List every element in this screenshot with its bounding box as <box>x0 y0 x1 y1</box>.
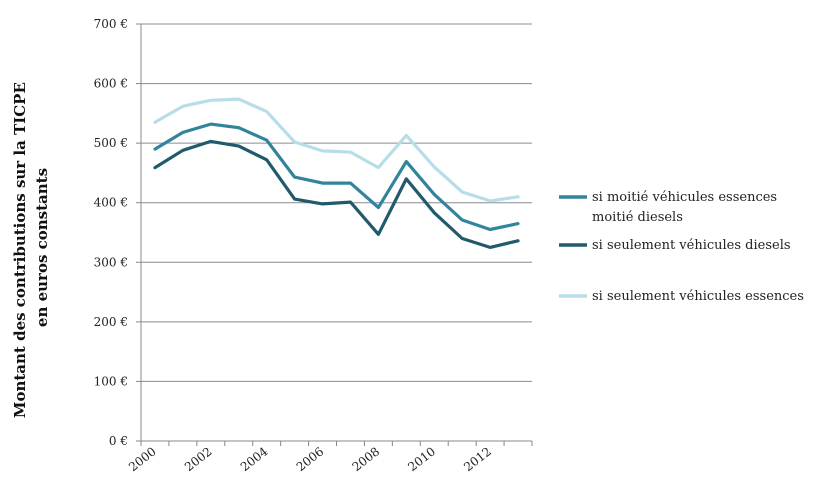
legend-label: si moitié véhicules essences <box>592 190 777 205</box>
series-line-1 <box>153 139 520 249</box>
series-line-0 <box>153 122 520 232</box>
y-tick-label: 100 € <box>94 374 128 388</box>
legend-label: si seulement véhicules essences <box>592 289 804 304</box>
x-tick-label: 2012 <box>461 444 494 474</box>
series-lines <box>153 97 520 249</box>
x-tick-label: 2004 <box>238 444 271 474</box>
y-tick-label: 700 € <box>94 17 128 31</box>
y-tick-labels: 0 € 100 € 200 € 300 € 400 € 500 € 600 € 700 € <box>94 17 141 448</box>
x-tick-label: 2008 <box>350 444 383 474</box>
legend-label: si seulement véhicules diesels <box>592 238 791 253</box>
x-tick-label: 2000 <box>126 444 159 474</box>
y-tick-label: 0 € <box>109 434 128 448</box>
series-line-2 <box>153 97 520 203</box>
x-tick-label: 2010 <box>405 444 438 474</box>
x-tick-label: 2002 <box>182 444 215 474</box>
y-axis-title: Montant des contributions sur la TICPE e… <box>11 77 51 418</box>
x-tick-labels: 2000 2002 2004 2006 2008 2010 2012 <box>126 441 533 474</box>
legend-label: moitié diesels <box>592 210 683 225</box>
legend: si moitié véhicules essences moitié diese… <box>559 190 804 304</box>
y-tick-label: 500 € <box>94 136 128 150</box>
y-tick-label: 600 € <box>94 77 128 91</box>
y-axis-title-line-1: Montant des contributions sur la TICPE <box>11 82 29 418</box>
y-tick-label: 300 € <box>94 255 128 269</box>
y-axis-title-line-2: en euros constants <box>33 168 51 327</box>
y-tick-label: 200 € <box>94 315 128 329</box>
y-tick-label: 400 € <box>94 196 128 210</box>
x-tick-label: 2006 <box>294 444 327 474</box>
